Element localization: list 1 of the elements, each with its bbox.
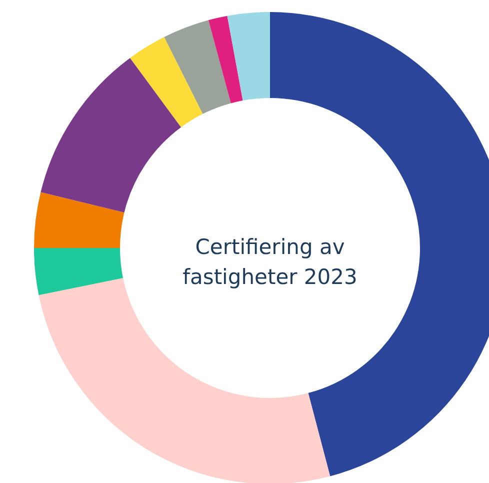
- text: Certifiering av fastigheter 2023: [182, 235, 358, 289]
